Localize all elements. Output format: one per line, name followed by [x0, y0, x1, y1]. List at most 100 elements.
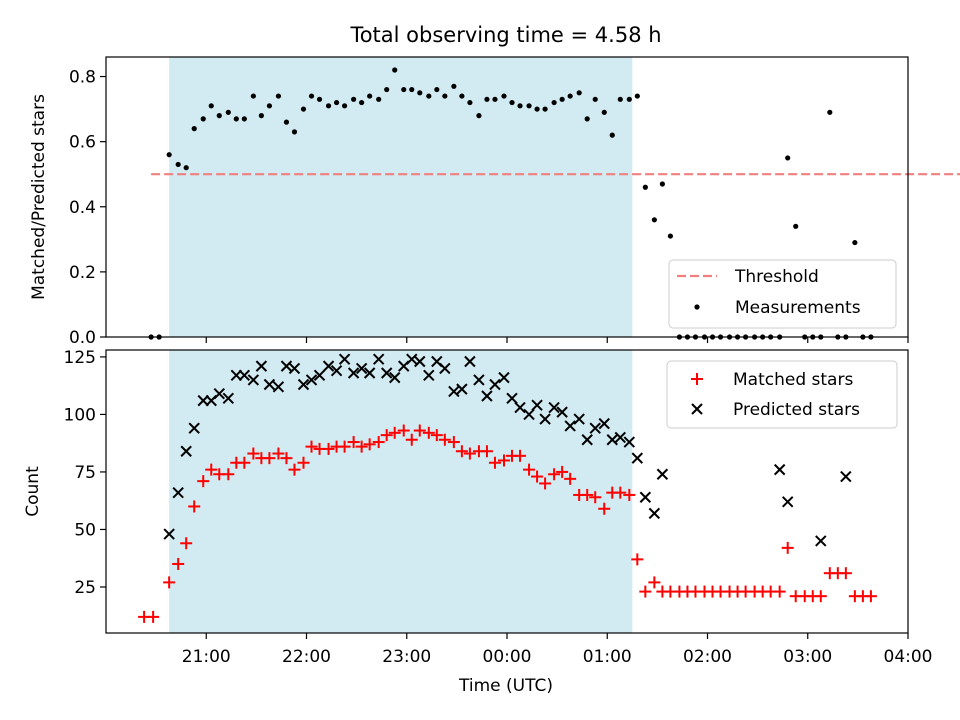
predicted-star-marker [288, 362, 301, 375]
measurement-point [367, 93, 373, 99]
predicted-star-marker [531, 399, 543, 411]
legend-measurements-label: Measurements [735, 298, 861, 318]
predicted-star-marker [539, 413, 551, 425]
predicted-star-marker [272, 381, 285, 393]
top-y-tick-label: 0.2 [69, 263, 96, 283]
matched-star-marker [430, 429, 443, 442]
matched-star-marker [447, 436, 460, 449]
measurement-point [476, 113, 482, 119]
x-tick-label: 23:00 [382, 647, 431, 667]
bottom-legend: Matched stars Predicted stars [666, 360, 898, 429]
figure-title: Total observing time = 4.58 h [349, 23, 661, 47]
top-panel: 0.00.20.40.60.8 Matched/Predicted stars … [29, 56, 960, 348]
measurement-point [175, 161, 181, 168]
measurement-point [434, 86, 440, 93]
measurement-point [266, 103, 273, 109]
predicted-star-marker [623, 436, 636, 448]
predicted-star-marker [498, 371, 510, 384]
matched-star-marker [180, 537, 193, 550]
predicted-star-marker [222, 392, 235, 405]
measurement-point [509, 99, 515, 106]
bottom-axes-frame [105, 349, 909, 634]
predicted-star-marker [347, 367, 360, 379]
matched-star-marker [355, 440, 368, 453]
measurement-point [325, 103, 332, 109]
predicted-star-marker [598, 417, 610, 430]
predicted-star-marker [506, 392, 518, 405]
predicted-star-marker [330, 365, 343, 377]
measurement-point [300, 106, 307, 112]
predicted-star-marker [213, 388, 225, 400]
measurement-point [451, 83, 457, 89]
predicted-star-marker [355, 362, 368, 375]
matched-star-marker [589, 491, 602, 504]
bottom-observing-span [169, 350, 633, 633]
legend-matched-label: Matched stars [733, 370, 853, 390]
predicted-star-marker [514, 401, 526, 414]
matched-star-marker [397, 424, 410, 437]
measurement-point [409, 86, 415, 93]
measurement-point [584, 116, 590, 122]
measurement-point [642, 184, 648, 190]
predicted-star-marker [439, 362, 451, 375]
predicted-star-marker [389, 371, 401, 384]
legend-predicted-label: Predicted stars [733, 400, 860, 420]
measurement-point [359, 99, 365, 106]
measurement-point [827, 109, 833, 115]
predicted-star-marker [238, 369, 251, 382]
predicted-star-marker [481, 390, 493, 402]
predicted-star-marker [180, 445, 192, 457]
x-tick-label: 03:00 [783, 647, 832, 667]
matched-star-marker [222, 468, 235, 481]
measurement-point [626, 96, 632, 102]
predicted-star-marker [406, 353, 418, 365]
predicted-star-marker [773, 463, 786, 476]
measurement-point [601, 109, 607, 115]
bottom-y-tick-label: 50 [74, 520, 96, 540]
matched-star-marker [322, 442, 335, 455]
measurement-point [442, 93, 448, 99]
measurement-point [392, 67, 398, 73]
measurement-point [609, 132, 615, 138]
predicted-star-marker [523, 408, 535, 421]
top-axes-frame [105, 56, 909, 338]
measurement-point [567, 93, 573, 99]
predicted-star-marker [548, 401, 560, 414]
matched-star-marker [163, 576, 176, 589]
matched-star-marker [188, 500, 201, 513]
bottom-panel: 25 50 75 100 125 21:00 22:00 23:00 00:00 01:00 02… [23, 348, 933, 696]
top-legend: Threshold Measurements [668, 259, 897, 329]
measurement-point [225, 109, 231, 115]
matched-star-marker [564, 472, 577, 485]
bottom-y-axis-label: Count [23, 466, 43, 517]
measurement-point [634, 93, 640, 99]
predicted-star-marker [363, 367, 376, 379]
measurement-point [467, 99, 473, 106]
predicted-star-marker [781, 496, 794, 508]
measurement-point [785, 155, 791, 161]
measurement-point [517, 103, 523, 109]
measurement-point [258, 113, 264, 119]
bottom-y-ticks: 25 50 75 100 125 [64, 348, 106, 598]
bottom-x-ticks: 21:00 22:00 23:00 00:00 01:00 02:00 03:00 04:00 [182, 633, 933, 667]
predicted-star-marker [489, 378, 501, 391]
measurement-point [166, 152, 172, 158]
measurement-point [351, 96, 357, 102]
matched-star-marker [263, 452, 276, 465]
x-tick-label: 21:00 [182, 647, 231, 667]
measurement-point [341, 103, 348, 109]
predicted-star-marker [464, 355, 476, 368]
matched-star-marker [514, 449, 527, 462]
matched-star-marker [773, 585, 786, 598]
matched-star-marker [238, 456, 251, 469]
x-tick-label: 04:00 [884, 647, 933, 667]
measurement-point [426, 93, 432, 99]
predicted-star-marker [247, 374, 260, 386]
measurement-point [667, 233, 674, 239]
measurement-point [401, 86, 407, 93]
legend-threshold-label: Threshold [734, 267, 819, 287]
predicted-star-marker [255, 360, 268, 372]
predicted-star-marker [380, 367, 393, 379]
predicted-star-marker [614, 431, 626, 444]
predicted-star-marker [322, 360, 335, 372]
